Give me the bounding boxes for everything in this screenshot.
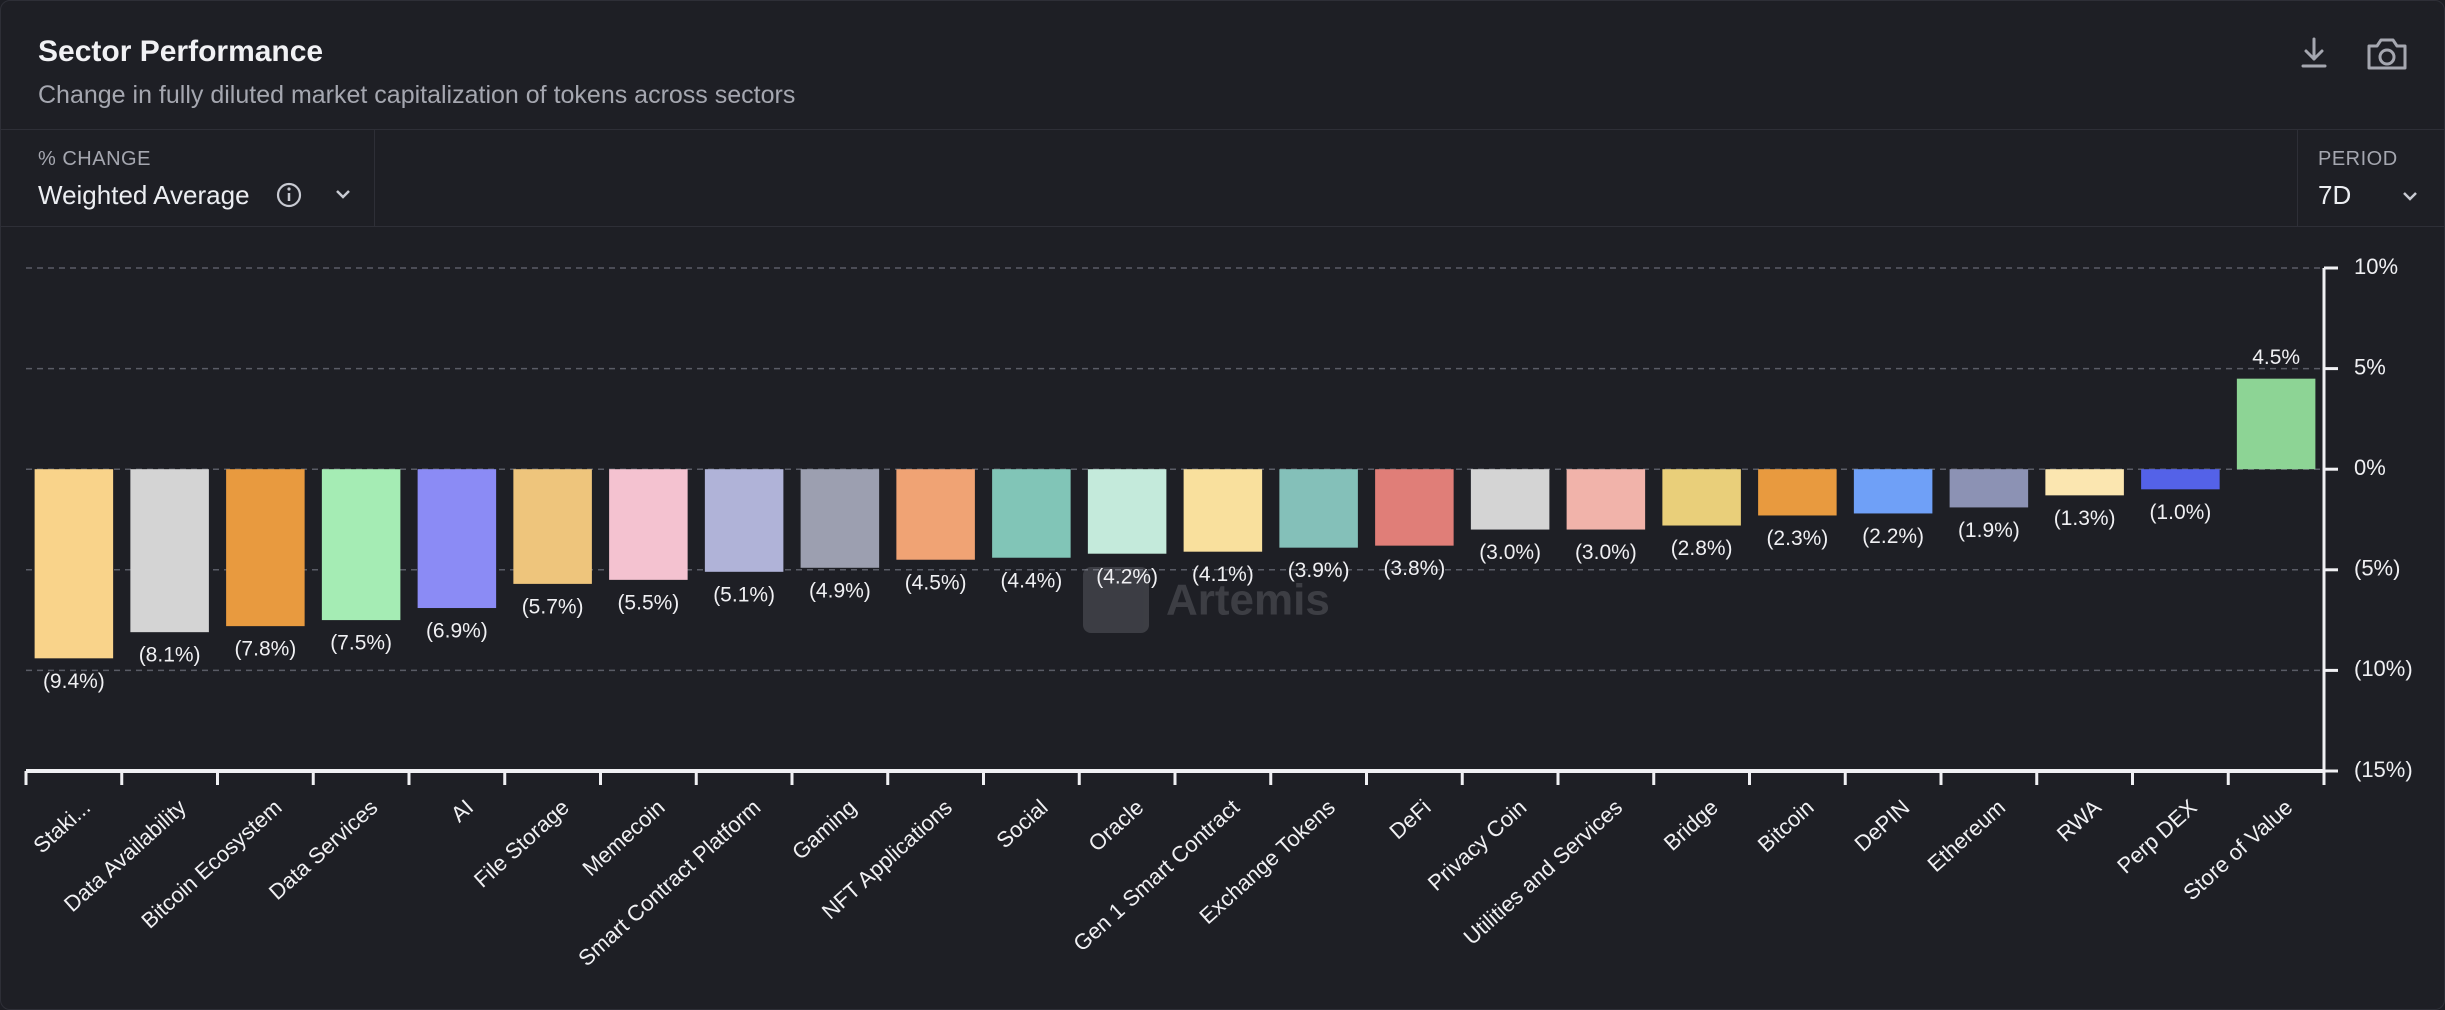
watermark-text: Artemis — [1166, 576, 1330, 625]
data-label: (4.5%) — [905, 571, 967, 594]
bar — [321, 469, 401, 621]
bar — [1566, 469, 1646, 530]
x-tick-label: RWA — [2052, 794, 2106, 846]
watermark: Artemis — [1083, 567, 1330, 633]
y-tick-label: (15%) — [2354, 757, 2413, 782]
x-tick-label: Oracle — [1083, 794, 1148, 856]
controls-bar: % CHANGE Weighted Average PERIOD 7D — [1, 129, 2444, 227]
bar — [1279, 469, 1358, 548]
metric-label: % CHANGE — [38, 148, 151, 170]
x-tick-label: Smart Contract Platform — [573, 794, 765, 970]
metric-icons — [276, 182, 350, 208]
metric-value: Weighted Average — [38, 180, 250, 210]
data-label: (2.8%) — [1671, 537, 1733, 560]
bar — [226, 469, 305, 627]
bar — [992, 469, 1071, 558]
chart: 10% 5% 0% (5%) (10%) (15%) Artemis (9.4%) Stak… — [24, 254, 2413, 971]
data-label: (5.7%) — [522, 595, 584, 618]
metric-select[interactable]: % CHANGE Weighted Average — [1, 130, 375, 226]
x-tick-label: AI — [446, 794, 478, 826]
screenshot-button[interactable] — [2367, 38, 2407, 70]
data-label: (8.1%) — [139, 644, 201, 667]
bar — [2045, 469, 2124, 496]
y-tick-label: 5% — [2354, 354, 2386, 379]
bar — [1087, 469, 1167, 554]
bar — [130, 469, 209, 633]
data-label: (1.9%) — [1958, 519, 2020, 542]
x-tick-label: File Storage — [469, 794, 574, 892]
data-label: (5.5%) — [617, 591, 679, 614]
data-label: (9.4%) — [43, 670, 105, 693]
x-tick-label: Staki... — [28, 794, 95, 858]
panel-title: Sector Performance — [38, 35, 324, 68]
x-tick-label: Ethereum — [1922, 794, 2010, 876]
data-label: (1.0%) — [2149, 501, 2211, 524]
y-tick-label: (10%) — [2354, 656, 2413, 681]
x-tick-label: Memecoin — [577, 794, 669, 880]
data-label: (3.8%) — [1383, 557, 1445, 580]
bar — [1183, 469, 1263, 552]
data-label: (4.2%) — [1096, 565, 1158, 588]
bar — [1949, 469, 2029, 508]
data-label: (7.8%) — [234, 638, 296, 661]
data-label: (4.4%) — [1000, 569, 1062, 592]
bar — [417, 469, 497, 609]
period-label: PERIOD — [2318, 148, 2398, 170]
data-label: 4.5% — [2252, 346, 2300, 369]
period-chevron — [2403, 192, 2417, 201]
bar — [609, 469, 688, 580]
bar — [896, 469, 975, 560]
bar — [1470, 469, 1550, 530]
data-label: (7.5%) — [330, 632, 392, 655]
x-tick-label: DeFi — [1384, 794, 1435, 844]
bar — [2141, 469, 2220, 490]
data-label: (3.0%) — [1479, 541, 1541, 564]
bar — [2236, 378, 2316, 470]
bar — [1662, 469, 1741, 526]
bar — [704, 469, 784, 572]
y-tick-label: 10% — [2354, 254, 2398, 279]
bar — [513, 469, 592, 584]
data-label: (3.9%) — [1288, 559, 1350, 582]
y-tick-label: (5%) — [2354, 556, 2400, 581]
period-value: 7D — [2318, 180, 2352, 210]
data-label: (4.9%) — [809, 579, 871, 602]
x-tick-label: Bitcoin — [1753, 794, 1819, 857]
bar — [1758, 469, 1837, 516]
data-label: (4.1%) — [1192, 563, 1254, 586]
period-select[interactable]: PERIOD 7D — [2297, 130, 2444, 226]
x-tick-label: DePIN — [1849, 794, 1914, 856]
toolbar — [2301, 37, 2407, 70]
x-tick-label: Bridge — [1659, 794, 1723, 855]
data-label: (2.2%) — [1862, 525, 1924, 548]
data-label: (1.3%) — [2054, 507, 2116, 530]
bar — [1375, 469, 1454, 546]
x-tick-label: Social — [991, 794, 1052, 853]
x-tick-label: Gen 1 Smart Contract — [1068, 794, 1244, 956]
panel-subtitle: Change in fully diluted market capitaliz… — [38, 81, 796, 109]
data-label: (5.1%) — [713, 583, 775, 606]
data-label: (6.9%) — [426, 620, 488, 643]
bar — [1853, 469, 1933, 514]
download-button[interactable] — [2301, 37, 2327, 68]
data-label: (2.3%) — [1766, 527, 1828, 550]
x-tick-label: Utilities and Services — [1459, 794, 1627, 949]
bar — [800, 469, 880, 568]
x-tick-label: Perp DEX — [2112, 794, 2202, 878]
x-tick-label: Gaming — [787, 794, 861, 864]
bar — [34, 469, 114, 659]
data-label: (3.0%) — [1575, 541, 1637, 564]
y-tick-label: 0% — [2354, 455, 2386, 480]
